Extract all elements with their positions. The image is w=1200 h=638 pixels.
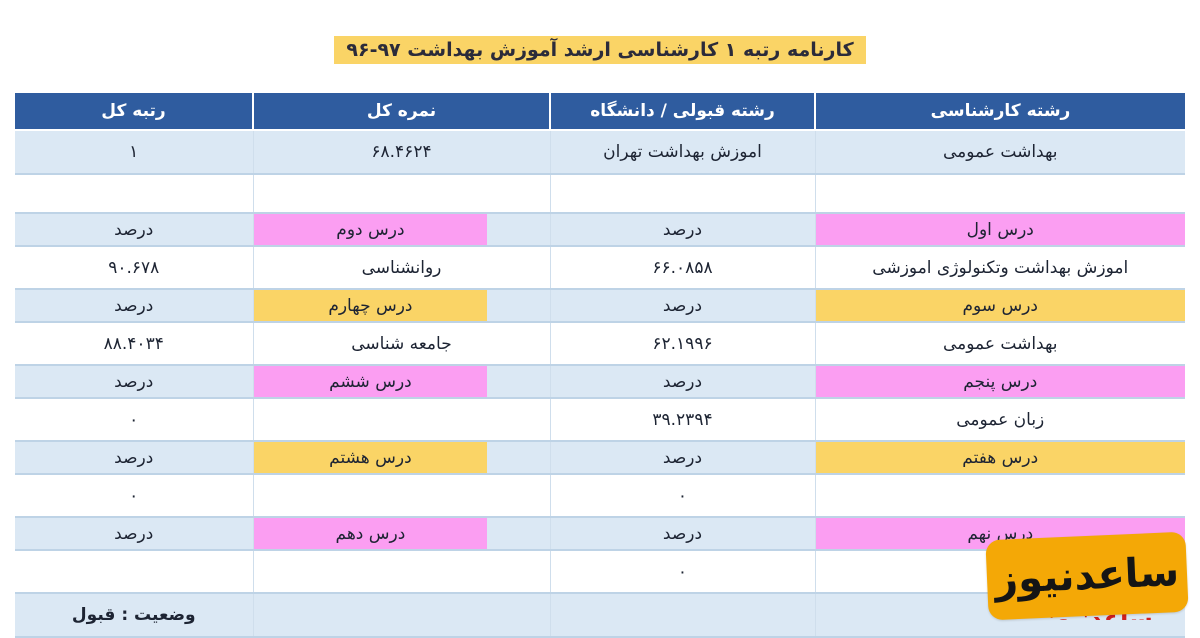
course-label-row-2: درس سوم درصد درس چهارم درصد — [15, 289, 1185, 323]
cell-total-rank: ۱ — [15, 130, 253, 175]
header-accepted-university: رشته قبولی / دانشگاه — [549, 93, 815, 131]
saednews-watermark-logo: ساعدنیوز — [985, 531, 1189, 621]
course-score-2: ۹۰.۶۷۸ — [15, 246, 253, 290]
results-table: رشته کارشناسی رشته قبولی / دانشگاه نمره … — [15, 93, 1185, 638]
empty-cell — [252, 174, 550, 214]
course-label-8: درس هشتم — [254, 442, 488, 472]
course-label-1: درس اول — [814, 213, 1185, 247]
course-score-7: ۰ — [549, 474, 815, 518]
header-bachelor-field: رشته کارشناسی — [814, 93, 1185, 131]
status-value: وضعیت : قبول — [15, 593, 253, 638]
watermark-text: ساعدنیوز — [993, 549, 1181, 603]
course-label-7: درس هفتم — [814, 441, 1185, 475]
course-value-row-1: اموزش بهداشت وتکنولوژی اموزشی ۶۶.۰۸۵۸ رو… — [15, 246, 1185, 290]
empty-cell — [814, 174, 1185, 214]
percent-label: درصد — [549, 441, 815, 475]
empty-cell — [549, 174, 815, 214]
course-label-row-1: درس اول درصد درس دوم درصد — [15, 213, 1185, 247]
course-label-row-5: درس نهم درصد درس دهم درصد — [15, 517, 1185, 551]
course-score-9: ۰ — [549, 550, 815, 594]
empty-cell — [15, 174, 253, 214]
course-label-6: درس ششم — [254, 366, 488, 396]
percent-label: درصد — [549, 289, 815, 323]
cell-total-score: ۶۸.۴۶۲۴ — [252, 130, 550, 175]
course-score-1: ۶۶.۰۸۵۸ — [549, 246, 815, 290]
course-score-4: ۸۸.۴۰۳۴ — [15, 322, 253, 366]
cell-accepted-university: اموزش بهداشت تهران — [549, 130, 815, 175]
table-header-row: رشته کارشناسی رشته قبولی / دانشگاه نمره … — [15, 93, 1185, 131]
course-score-10 — [15, 550, 253, 594]
course-score-3: ۶۲.۱۹۹۶ — [549, 322, 815, 366]
course-name-5: زبان عمومی — [814, 398, 1185, 442]
page-title: کارنامه رتبه ۱ کارشناسی ارشد آموزش بهداش… — [334, 36, 866, 64]
course-label-6-cell: درس ششم — [252, 365, 550, 399]
percent-label: درصد — [15, 213, 253, 247]
course-label-8-cell: درس هشتم — [252, 441, 550, 475]
course-value-row-2: بهداشت عمومی ۶۲.۱۹۹۶ جامعه شناسی ۸۸.۴۰۳۴ — [15, 322, 1185, 366]
title-bar: کارنامه رتبه ۱ کارشناسی ارشد آموزش بهداش… — [0, 36, 1200, 64]
course-name-6 — [252, 398, 550, 442]
course-label-4: درس چهارم — [254, 290, 488, 320]
course-score-5: ۳۹.۲۳۹۴ — [549, 398, 815, 442]
percent-label: درصد — [15, 365, 253, 399]
percent-label: درصد — [549, 213, 815, 247]
percent-label: درصد — [549, 365, 815, 399]
percent-label: درصد — [549, 517, 815, 551]
percent-label: درصد — [15, 517, 253, 551]
course-score-6: ۰ — [15, 398, 253, 442]
course-label-row-4: درس هفتم درصد درس هشتم درصد — [15, 441, 1185, 475]
percent-label: درصد — [15, 441, 253, 475]
course-label-10: درس دهم — [254, 518, 488, 548]
empty-cell — [549, 593, 815, 638]
empty-row — [15, 174, 1185, 214]
course-label-5: درس پنجم — [814, 365, 1185, 399]
course-name-7 — [814, 474, 1185, 518]
header-total-rank: رتبه کل — [15, 93, 253, 131]
course-value-row-3: زبان عمومی ۳۹.۲۳۹۴ ۰ — [15, 398, 1185, 442]
course-name-2: روانشناسی — [252, 246, 550, 290]
course-label-4-cell: درس چهارم — [252, 289, 550, 323]
course-name-4: جامعه شناسی — [252, 322, 550, 366]
percent-label: درصد — [15, 289, 253, 323]
course-name-3: بهداشت عمومی — [814, 322, 1185, 366]
empty-cell — [252, 593, 550, 638]
course-value-row-4: ۰ ۰ — [15, 474, 1185, 518]
report-card-page: کارنامه رتبه ۱ کارشناسی ارشد آموزش بهداش… — [0, 36, 1200, 638]
course-label-10-cell: درس دهم — [252, 517, 550, 551]
course-label-3: درس سوم — [814, 289, 1185, 323]
cell-bachelor-field: بهداشت عمومی — [814, 130, 1185, 175]
summary-row: بهداشت عمومی اموزش بهداشت تهران ۶۸.۴۶۲۴ … — [15, 130, 1185, 175]
course-label-row-3: درس پنجم درصد درس ششم درصد — [15, 365, 1185, 399]
course-name-8 — [252, 474, 550, 518]
course-score-8: ۰ — [15, 474, 253, 518]
course-label-2: درس دوم — [254, 214, 488, 244]
course-name-10 — [252, 550, 550, 594]
course-name-1: اموزش بهداشت وتکنولوژی اموزشی — [814, 246, 1185, 290]
course-label-2-cell: درس دوم — [252, 213, 550, 247]
header-total-score: نمره کل — [252, 93, 550, 131]
